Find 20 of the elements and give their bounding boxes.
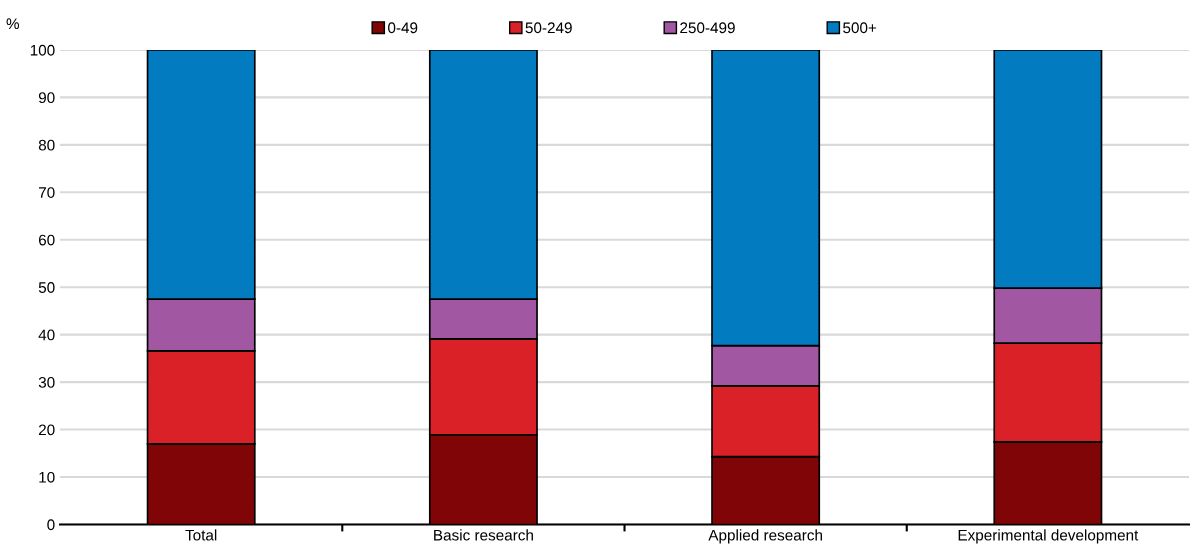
legend-label: 250-499 xyxy=(680,22,735,34)
legend-label: 50-249 xyxy=(525,22,572,34)
y-axis-title: % xyxy=(6,18,20,30)
legend-label: 0-49 xyxy=(388,22,418,34)
y-tick-label: 0 xyxy=(47,519,55,531)
y-tick-label: 90 xyxy=(38,92,55,104)
y-tick-label: 20 xyxy=(38,424,55,436)
legend-label: 500+ xyxy=(843,22,877,34)
x-tick-label: Basic research xyxy=(434,529,533,541)
y-tick-label: 30 xyxy=(38,376,55,388)
x-tick-label: Applied research xyxy=(708,529,822,544)
y-tick-label: 100 xyxy=(30,44,55,56)
y-tick-label: 60 xyxy=(38,234,55,246)
y-tick-label: 10 xyxy=(39,471,55,483)
y-tick-label: 80 xyxy=(38,139,55,151)
y-tick-label: 40 xyxy=(38,329,55,341)
x-tick-label: Total xyxy=(185,529,217,541)
x-tick-label: Experimental development xyxy=(958,529,1139,544)
y-tick-label: 50 xyxy=(38,282,55,293)
y-tick-label: 70 xyxy=(38,187,55,198)
